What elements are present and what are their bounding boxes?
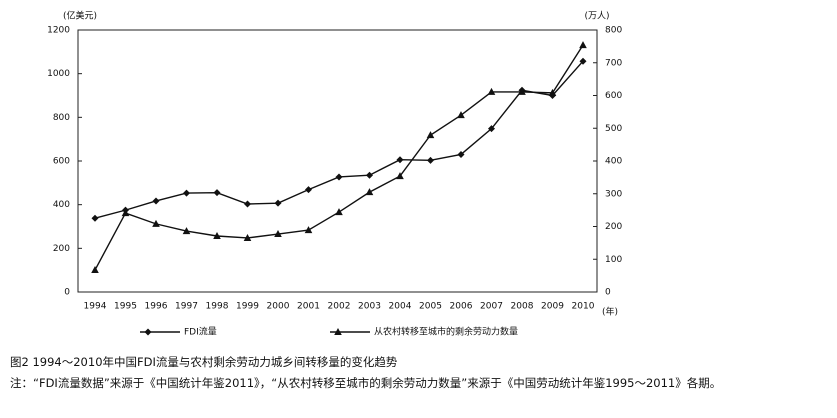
x-tick-label: 2003 <box>358 302 381 312</box>
triangle-marker <box>274 230 282 238</box>
diamond-marker <box>457 150 465 158</box>
diamond-marker <box>91 214 99 222</box>
diamond-marker <box>488 125 495 133</box>
triangle-marker <box>213 231 221 239</box>
triangle-marker <box>304 226 313 234</box>
x-tick-label: 2009 <box>541 302 564 312</box>
y2-tick-label: 800 <box>605 26 622 36</box>
triangle-marker <box>396 172 404 180</box>
y2-tick-label: 600 <box>605 91 622 101</box>
caption: 图2 1994～2010年中国FDI流量与农村剩余劳动力城乡间转移量的变化趋势 <box>10 355 398 369</box>
diamond-marker <box>305 186 312 194</box>
chart: (亿美元) (万人) (年) 0 200 400 600 800 1000 1200 0 100… <box>47 10 622 338</box>
triangle-marker <box>335 208 343 216</box>
y2-tick-label: 300 <box>605 189 622 199</box>
x-tick-label: 1995 <box>114 302 137 312</box>
x-tick-label: 2006 <box>450 302 473 312</box>
diamond-marker <box>396 156 404 164</box>
triangle-marker <box>334 328 342 335</box>
triangle-marker <box>365 188 374 196</box>
triangle-marker <box>121 209 130 217</box>
triangle-marker <box>457 111 465 119</box>
diamond-marker <box>144 328 152 336</box>
y-tick-label: 800 <box>53 113 70 123</box>
y2-tick-label: 400 <box>605 157 622 167</box>
y-tick-label: 0 <box>64 288 70 298</box>
diamond-marker <box>152 197 160 205</box>
x-tick-label: 1996 <box>145 302 168 312</box>
x-tick-label: 2007 <box>480 302 503 312</box>
diamond-marker <box>274 199 282 207</box>
y2-tick-label: 0 <box>605 288 611 298</box>
x-tick-label: 2008 <box>511 302 534 312</box>
triangle-marker <box>579 41 587 49</box>
diamond-marker <box>244 200 251 208</box>
x-tick-label: 2001 <box>297 302 320 312</box>
y-tick-label: 1200 <box>47 26 70 36</box>
x-tick-label: 1994 <box>84 302 107 312</box>
x-tick-label: 2004 <box>389 302 412 312</box>
triangle-marker <box>518 87 526 95</box>
diamond-marker <box>427 156 434 164</box>
triangle-marker <box>548 88 557 96</box>
y-tick-label: 600 <box>53 157 70 167</box>
x-tick-label: 2010 <box>572 302 595 312</box>
diamond-marker <box>335 173 343 181</box>
y2-tick-label: 200 <box>605 222 622 232</box>
y2-tick-label: 500 <box>605 124 622 134</box>
x-tick-label: 1998 <box>206 302 229 312</box>
triangle-marker <box>152 219 160 227</box>
diamond-marker <box>213 189 221 197</box>
x-tick-label: 2005 <box>419 302 442 312</box>
triangle-marker <box>487 87 496 95</box>
y-tick-label: 200 <box>53 244 70 254</box>
y2-tick-label: 100 <box>605 255 622 265</box>
y-axis-label: (亿美元) <box>63 10 97 22</box>
triangle-marker <box>182 227 191 235</box>
triangle-marker <box>243 233 252 241</box>
x-axis-label: (年) <box>602 306 618 318</box>
legend-label: FDI流量 <box>184 326 217 338</box>
diamond-marker <box>183 189 190 197</box>
y-tick-label: 1000 <box>47 69 70 79</box>
series-line <box>94 60 584 219</box>
x-tick-label: 1999 <box>236 302 259 312</box>
y2-axis-label: (万人) <box>584 11 609 22</box>
triangle-marker <box>426 131 435 139</box>
series-line <box>94 44 584 271</box>
y-tick-label: 400 <box>53 200 70 210</box>
triangle-marker <box>91 266 99 274</box>
legend-label: 从农村转移至城市的剩余劳动力数量 <box>374 326 518 338</box>
x-tick-label: 2000 <box>267 302 290 312</box>
x-tick-label: 1997 <box>175 302 198 312</box>
y2-tick-label: 700 <box>605 58 622 68</box>
x-tick-label: 2002 <box>328 302 351 312</box>
note: 注：“FDI流量数据”来源于《中国统计年鉴2011》，“从农村转移至城市的剩余劳… <box>10 376 722 390</box>
diamond-marker <box>579 57 587 65</box>
diamond-marker <box>366 171 373 179</box>
plot-frame <box>77 29 598 293</box>
